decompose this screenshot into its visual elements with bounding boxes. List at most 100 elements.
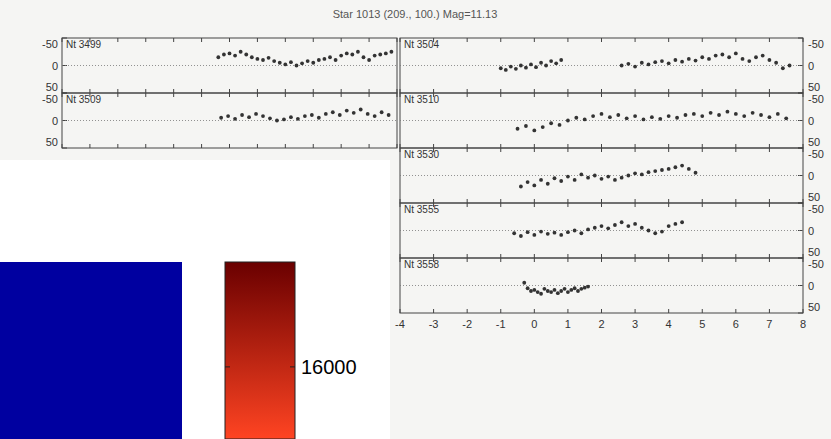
x-tick [769,254,770,258]
point [373,54,377,58]
y-tick-label: -50 [808,38,824,50]
point [650,115,654,119]
panel-frame [62,93,397,148]
figure: Star 1013 (209., 100.) Mag=11.13-50050Nt… [0,0,831,439]
point [700,114,704,118]
point [556,291,560,295]
x-tick [601,144,602,148]
point [658,117,662,121]
colorbar-tick-label: 16000 [301,356,357,378]
x-tick [668,309,669,313]
point [653,60,657,64]
point [295,64,299,68]
point [534,65,538,69]
point [781,66,785,70]
x-tick [668,144,669,148]
colorbar-tick [290,366,295,367]
x-tick [769,89,770,93]
point [709,111,713,115]
y-tick-label: -50 [808,203,824,215]
x-tick [400,144,401,148]
x-tick [433,309,434,313]
x-tick [145,89,146,93]
x-tick [467,38,468,42]
panel: -50050Nt 3530 [400,148,824,203]
point [250,55,254,59]
x-tick [567,148,568,152]
point [303,114,307,118]
x-tick [467,93,468,97]
y-tick [798,148,803,149]
point [673,222,677,226]
point [579,287,583,291]
point [653,169,657,173]
x-tick [803,254,804,258]
point [768,115,772,119]
grid-line [400,230,803,231]
point [660,168,664,172]
point [613,178,617,182]
point [721,53,725,57]
y-tick [798,93,803,94]
point [254,112,258,116]
point [529,289,533,293]
x-tick [803,203,804,207]
panel-label: Nt 3499 [66,39,101,50]
x-tick [467,309,468,313]
point [328,55,332,59]
x-tick [62,38,63,42]
x-tick [635,258,636,262]
point [261,58,265,62]
point [606,175,610,179]
point [387,113,391,117]
point [640,226,644,230]
point [296,117,300,121]
x-tick [285,144,286,148]
x-tick [229,89,230,93]
point [514,67,518,71]
overlay-panel [0,160,390,439]
x-tick [145,144,146,148]
x-tick [601,89,602,93]
point [529,63,533,67]
x-tick-label: 1 [565,318,571,330]
x-tick-label: 8 [800,318,806,330]
point [334,58,338,62]
point [504,68,508,72]
point [625,116,629,120]
y-tick-label: 50 [808,246,820,258]
x-tick [668,254,669,258]
point [606,226,610,230]
x-tick [145,38,146,42]
x-tick [601,38,602,42]
point [667,167,671,171]
y-tick [798,258,803,259]
panel-label: Nt 3555 [404,204,439,215]
point [539,61,543,65]
point [559,179,563,183]
x-tick [534,254,535,258]
x-tick [769,203,770,207]
point [613,223,617,227]
point [526,230,530,234]
y-tick-label: 50 [808,136,820,148]
x-tick [635,199,636,203]
point [331,110,335,114]
x-tick-label: -2 [462,318,472,330]
point [268,116,272,120]
x-tick [201,93,202,97]
x-tick [369,38,370,42]
point [784,116,788,120]
point [742,114,746,118]
x-tick [201,38,202,42]
point [289,115,293,119]
y-tick-label: -50 [42,38,58,50]
point [566,175,570,179]
x-tick-label: -4 [395,318,405,330]
x-tick [567,89,568,93]
point [546,182,550,186]
x-tick [601,254,602,258]
x-tick [89,89,90,93]
point [727,55,731,59]
x-tick [400,89,401,93]
